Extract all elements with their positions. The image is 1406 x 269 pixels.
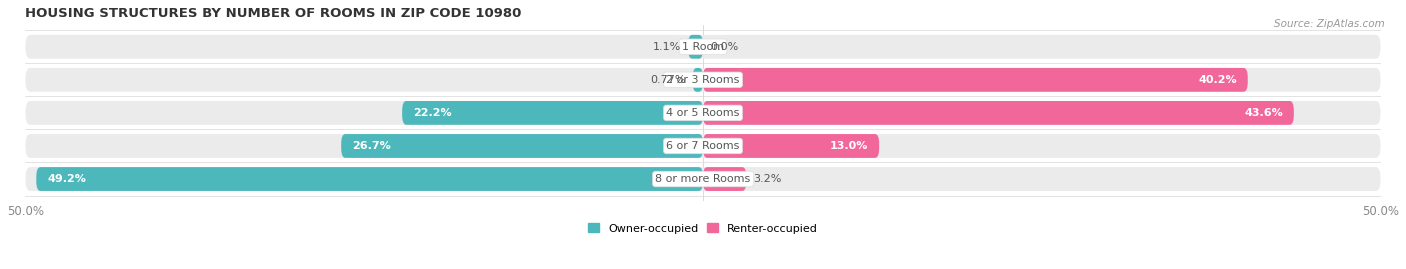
Text: 49.2%: 49.2% [48, 174, 86, 184]
Text: 1 Room: 1 Room [682, 42, 724, 52]
FancyBboxPatch shape [25, 35, 1381, 59]
Text: HOUSING STRUCTURES BY NUMBER OF ROOMS IN ZIP CODE 10980: HOUSING STRUCTURES BY NUMBER OF ROOMS IN… [25, 7, 522, 20]
Text: 4 or 5 Rooms: 4 or 5 Rooms [666, 108, 740, 118]
Text: Source: ZipAtlas.com: Source: ZipAtlas.com [1274, 19, 1385, 29]
FancyBboxPatch shape [703, 68, 1247, 92]
FancyBboxPatch shape [25, 134, 1381, 158]
FancyBboxPatch shape [703, 101, 1294, 125]
FancyBboxPatch shape [25, 101, 1381, 125]
Text: 6 or 7 Rooms: 6 or 7 Rooms [666, 141, 740, 151]
Text: 26.7%: 26.7% [352, 141, 391, 151]
Text: 8 or more Rooms: 8 or more Rooms [655, 174, 751, 184]
FancyBboxPatch shape [693, 68, 703, 92]
Text: 0.77%: 0.77% [651, 75, 686, 85]
Text: 22.2%: 22.2% [413, 108, 451, 118]
FancyBboxPatch shape [37, 167, 703, 191]
FancyBboxPatch shape [25, 167, 1381, 191]
FancyBboxPatch shape [342, 134, 703, 158]
FancyBboxPatch shape [688, 35, 703, 59]
Text: 13.0%: 13.0% [830, 141, 869, 151]
FancyBboxPatch shape [703, 134, 879, 158]
Legend: Owner-occupied, Renter-occupied: Owner-occupied, Renter-occupied [588, 224, 818, 233]
Text: 40.2%: 40.2% [1198, 75, 1237, 85]
FancyBboxPatch shape [25, 68, 1381, 92]
FancyBboxPatch shape [402, 101, 703, 125]
FancyBboxPatch shape [703, 167, 747, 191]
Text: 3.2%: 3.2% [754, 174, 782, 184]
Text: 0.0%: 0.0% [710, 42, 738, 52]
Text: 1.1%: 1.1% [652, 42, 682, 52]
Text: 43.6%: 43.6% [1244, 108, 1284, 118]
Text: 2 or 3 Rooms: 2 or 3 Rooms [666, 75, 740, 85]
